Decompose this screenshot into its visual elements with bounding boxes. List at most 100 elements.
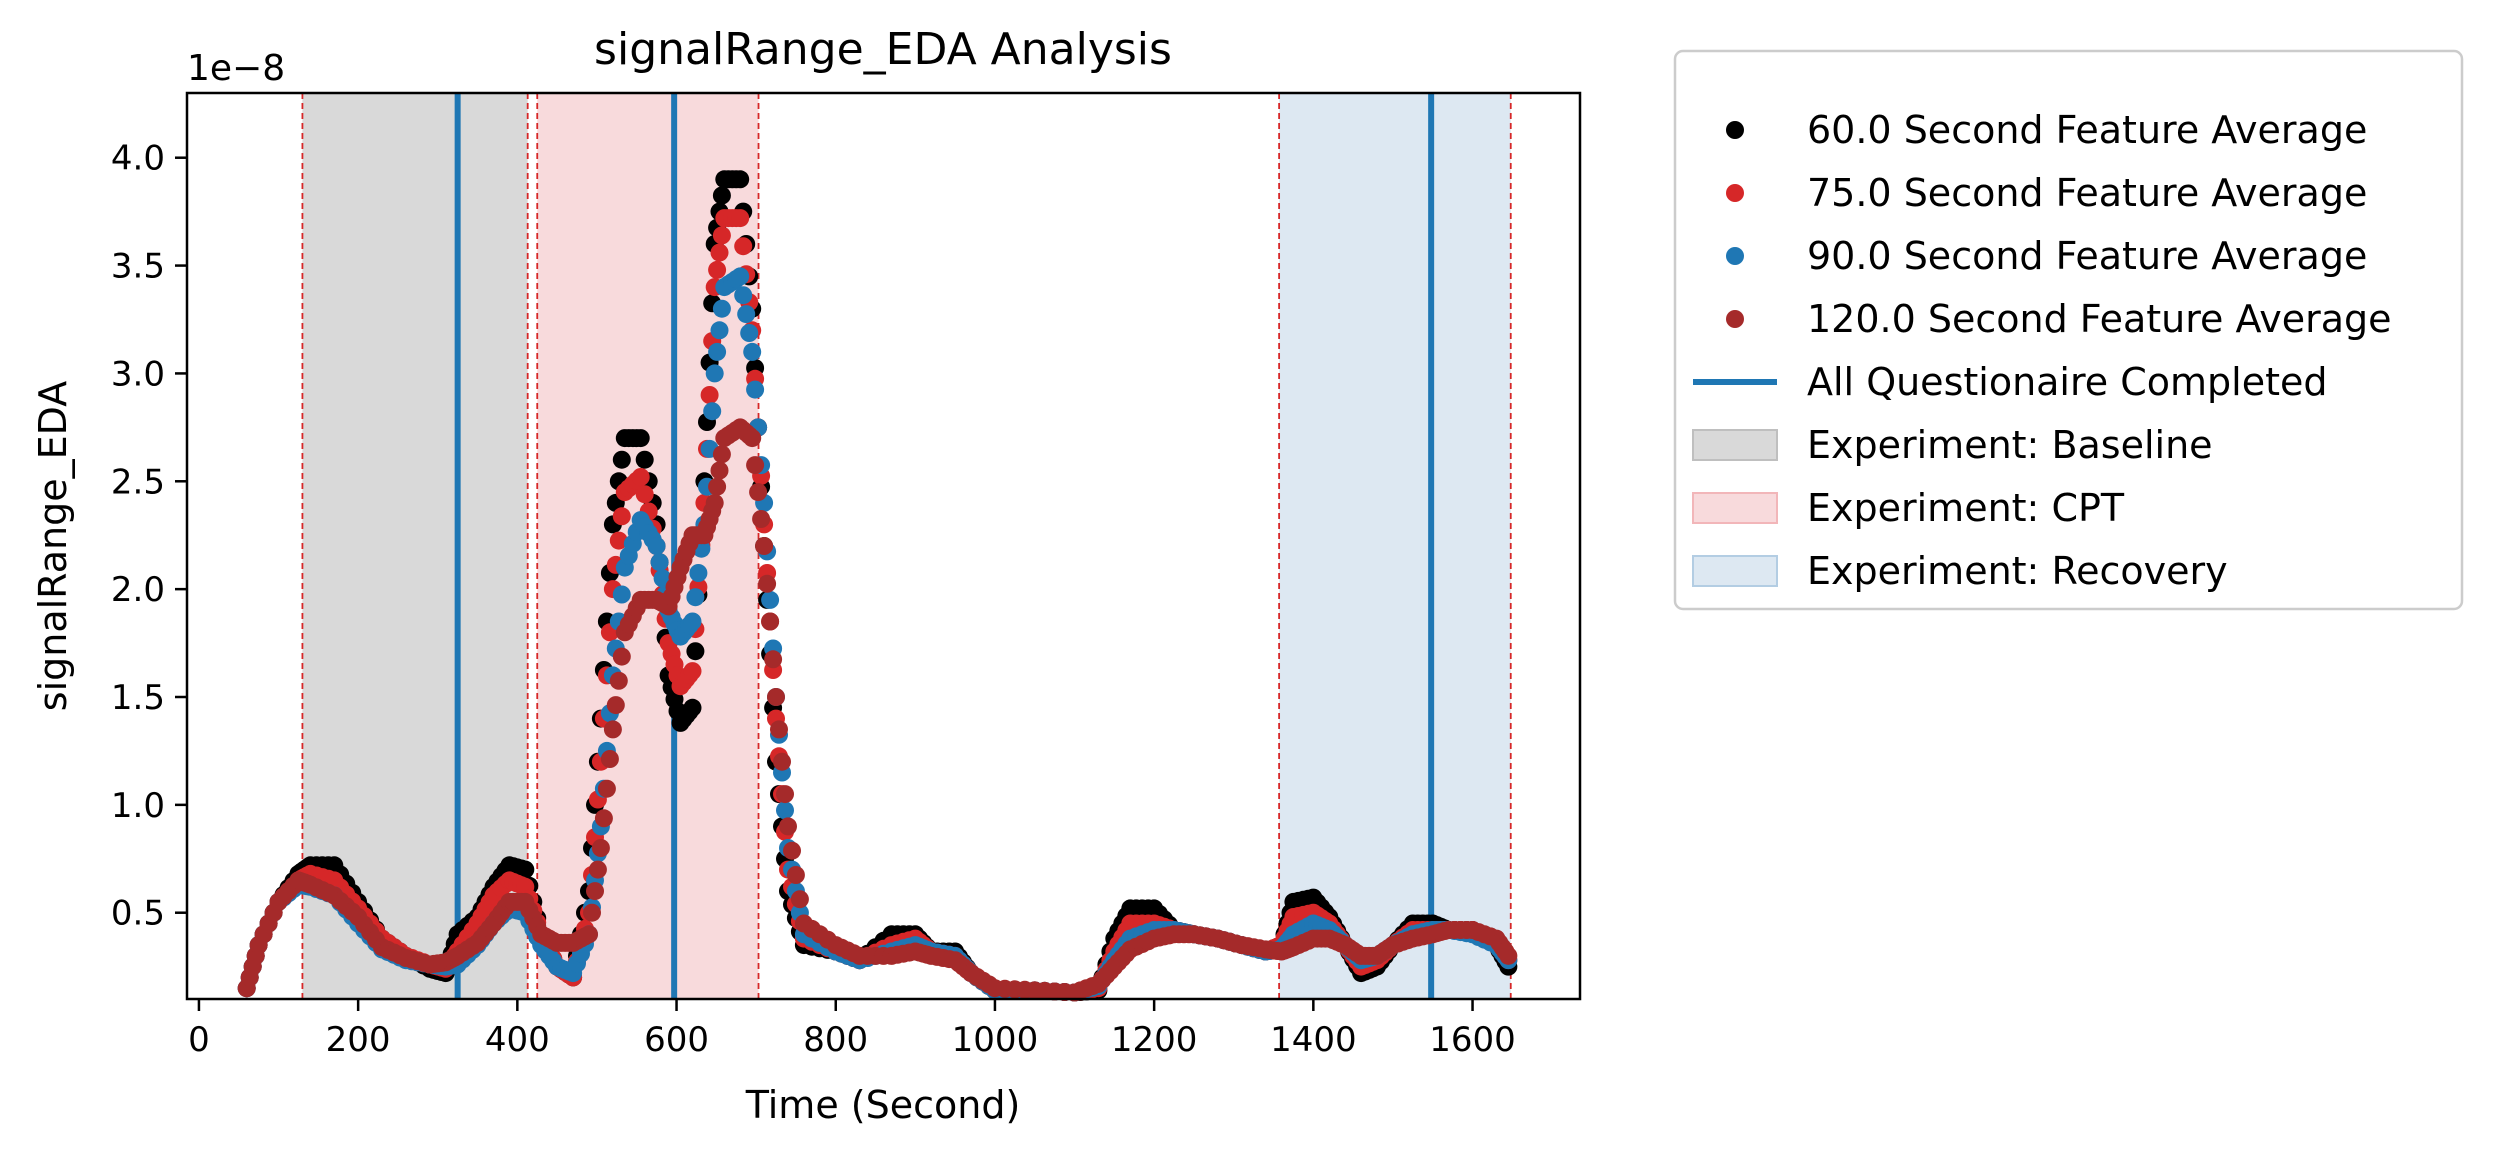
series-1-point xyxy=(712,226,731,245)
series-2-point xyxy=(731,267,750,286)
y-tick-label: 1.0 xyxy=(111,786,165,826)
series-1-point xyxy=(683,662,702,681)
series-3 xyxy=(237,418,1518,1002)
series-0-point xyxy=(712,186,731,205)
series-3-point xyxy=(609,671,628,690)
series-layer xyxy=(237,170,1518,1002)
series-3-point xyxy=(586,882,604,901)
series-3-point xyxy=(705,493,724,512)
series-0-point xyxy=(516,860,535,879)
series-2-point xyxy=(734,286,753,305)
series-0-point xyxy=(631,429,650,448)
y-tick-label: 2.5 xyxy=(111,462,165,502)
series-2-point xyxy=(737,305,756,324)
series-1-point xyxy=(612,507,631,526)
series-3-point xyxy=(783,841,801,860)
legend-label: 120.0 Second Feature Average xyxy=(1807,297,2392,341)
series-3-point xyxy=(597,779,616,798)
y-tick-label: 2.0 xyxy=(111,570,165,610)
x-tick-label: 800 xyxy=(803,1020,868,1060)
series-2-point xyxy=(776,801,794,820)
series-3-point xyxy=(749,483,768,502)
series-1-point xyxy=(700,386,719,404)
legend-label: 90.0 Second Feature Average xyxy=(1807,234,2367,278)
series-3-point xyxy=(588,860,607,879)
series-3-point xyxy=(580,925,598,944)
y-axis-ticks: 0.5 1.0 1.5 2.0 2.5 3.0 3.5 4.0 xyxy=(111,139,187,934)
legend-label: All Questionaire Completed xyxy=(1807,360,2328,404)
series-2-point xyxy=(703,402,722,421)
series-0-point xyxy=(635,450,654,469)
y-tick-label: 1.5 xyxy=(111,678,165,718)
x-tick-label: 400 xyxy=(485,1020,550,1060)
legend-marker xyxy=(1726,310,1744,328)
x-tick-label: 200 xyxy=(326,1020,391,1060)
series-3-point xyxy=(712,445,731,464)
x-tick-label: 1000 xyxy=(952,1020,1039,1060)
series-3-point xyxy=(773,752,791,771)
series-0-point xyxy=(731,170,750,189)
series-2-point xyxy=(712,299,731,318)
legend-marker xyxy=(1726,184,1744,202)
y-tick-label: 0.5 xyxy=(111,894,165,934)
series-3-point xyxy=(708,477,727,496)
series-2-point xyxy=(686,588,705,607)
legend-marker xyxy=(1726,121,1744,139)
series-2-point xyxy=(612,585,631,604)
series-3-point xyxy=(606,696,625,715)
legend-patch xyxy=(1692,555,1778,587)
y-tick-label: 3.0 xyxy=(111,354,165,394)
vertical-lines-layer xyxy=(454,93,1435,999)
x-tick-label: 600 xyxy=(644,1020,709,1060)
chart-title: signalRange_EDA Analysis xyxy=(594,24,1172,75)
series-3-point xyxy=(770,720,788,739)
series-2-point xyxy=(689,564,708,582)
series-1-point xyxy=(708,260,727,279)
x-tick-label: 1600 xyxy=(1429,1020,1516,1060)
series-3-point xyxy=(591,839,610,857)
series-3-point xyxy=(776,785,794,804)
legend-label: Experiment: Recovery xyxy=(1807,549,2228,593)
legend-label: Experiment: Baseline xyxy=(1807,423,2213,467)
series-3-point xyxy=(764,650,783,669)
series-3-point xyxy=(779,817,797,836)
boundaries-layer xyxy=(301,93,1512,999)
series-3-point xyxy=(600,750,619,768)
series-3-point xyxy=(752,510,771,528)
y-tick-label: 3.5 xyxy=(111,247,165,287)
series-2-point xyxy=(705,364,724,383)
series-1-point xyxy=(734,237,753,256)
series-3-point xyxy=(790,890,809,909)
x-tick-label: 0 xyxy=(188,1020,210,1060)
series-2-point xyxy=(647,537,666,555)
series-3-point xyxy=(761,612,780,631)
x-tick-label: 1400 xyxy=(1270,1020,1357,1060)
legend-label: 60.0 Second Feature Average xyxy=(1807,108,2367,152)
series-3-point xyxy=(767,688,785,706)
region-2 xyxy=(1279,93,1511,999)
series-2-point xyxy=(683,612,702,631)
legend-marker xyxy=(1726,247,1744,265)
series-1-point xyxy=(631,468,650,486)
series-2-point xyxy=(740,324,759,342)
series-3-point xyxy=(746,456,765,475)
legend-label: Experiment: CPT xyxy=(1807,486,2125,530)
y-axis-label: signalRange_EDA xyxy=(31,381,75,711)
series-3-point xyxy=(1499,946,1518,965)
series-2-point xyxy=(650,553,669,572)
x-tick-label: 1200 xyxy=(1111,1020,1198,1060)
series-1-point xyxy=(710,243,729,262)
legend: 60.0 Second Feature Average 75.0 Second F… xyxy=(1673,49,2464,611)
legend-frame xyxy=(1673,49,2464,611)
x-axis-ticks: 0 200 400 600 800 1000 1200 1400 1600 xyxy=(188,999,1516,1060)
series-2-point xyxy=(746,380,765,399)
series-1-point xyxy=(635,485,654,504)
series-3-point xyxy=(612,647,631,666)
series-3-point xyxy=(758,574,777,593)
series-2-point xyxy=(708,342,727,361)
legend-patch xyxy=(1692,429,1778,461)
legend-label: 75.0 Second Feature Average xyxy=(1807,171,2367,215)
series-3-point xyxy=(786,866,805,884)
